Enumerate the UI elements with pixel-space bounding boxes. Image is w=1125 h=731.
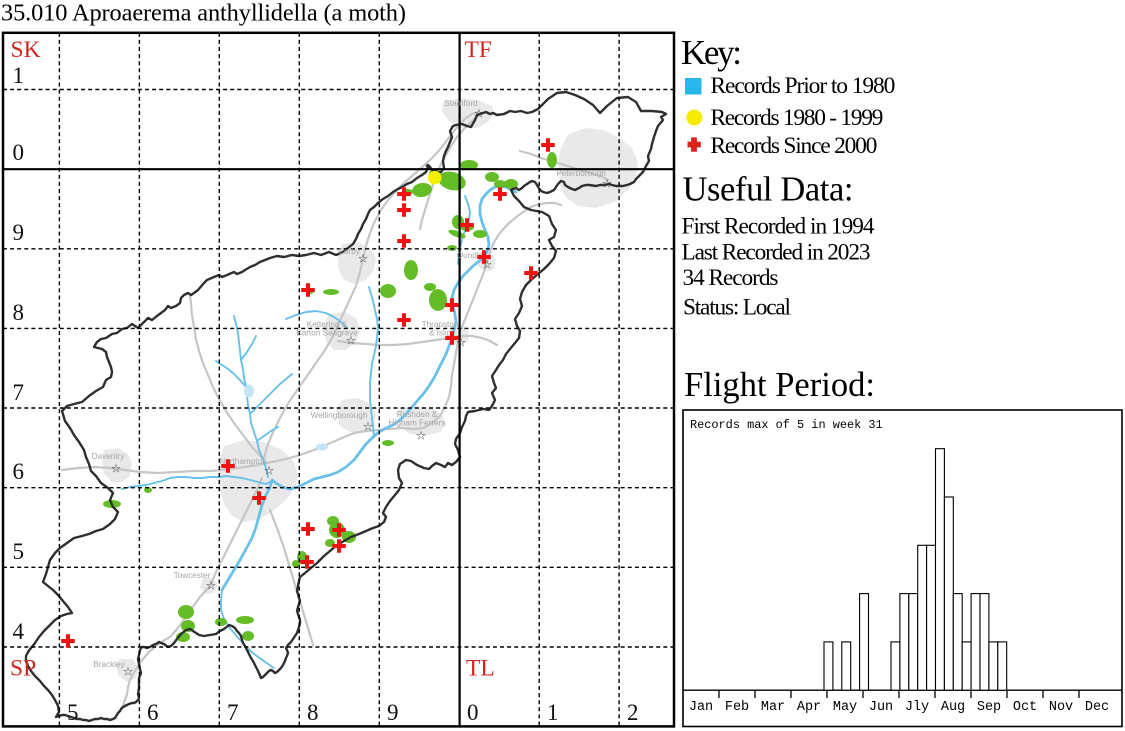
svg-text:☆: ☆ [358, 252, 369, 266]
svg-text:Jun: Jun [869, 700, 893, 715]
svg-text:Higham Ferrers: Higham Ferrers [389, 419, 446, 428]
svg-text:Dec: Dec [1085, 700, 1109, 715]
svg-text:5: 5 [13, 539, 25, 564]
svg-text:0: 0 [467, 700, 479, 725]
svg-text:Rushden &: Rushden & [397, 410, 438, 419]
svg-text:1: 1 [13, 63, 25, 88]
svg-text:Sep: Sep [977, 700, 1001, 715]
svg-text:Thrapston: Thrapston [422, 320, 459, 329]
svg-text:☆: ☆ [111, 462, 122, 476]
svg-text:☆: ☆ [456, 336, 467, 350]
svg-text:TF: TF [465, 37, 492, 63]
svg-text:Corby: Corby [338, 247, 361, 256]
svg-text:TL: TL [466, 656, 495, 682]
svg-text:6: 6 [147, 700, 159, 725]
svg-text:SK: SK [11, 37, 41, 63]
svg-text:First Recorded in 1994: First Recorded in 1994 [682, 214, 875, 240]
svg-text:Status: Local: Status: Local [683, 295, 791, 321]
svg-text:8: 8 [13, 300, 25, 325]
svg-text:8: 8 [307, 700, 319, 725]
svg-text:SP: SP [10, 656, 36, 682]
svg-text:9: 9 [387, 700, 399, 725]
svg-text:2: 2 [627, 700, 639, 725]
svg-text:Kettering &: Kettering & [307, 320, 348, 329]
svg-text:34 Records: 34 Records [683, 265, 779, 291]
svg-text:7: 7 [227, 700, 239, 725]
svg-text:4: 4 [13, 619, 25, 644]
svg-text:☆: ☆ [264, 464, 275, 478]
svg-text:☆: ☆ [416, 429, 427, 443]
svg-text:0: 0 [13, 140, 25, 165]
svg-text:Barton Seagrave: Barton Seagrave [296, 329, 358, 338]
svg-text:Records max of 5 in week 31: Records max of 5 in week 31 [690, 418, 883, 432]
svg-text:& Islip: & Islip [429, 329, 452, 338]
svg-text:Stamford: Stamford [444, 99, 478, 108]
svg-text:Records Prior to 1980: Records Prior to 1980 [710, 73, 895, 99]
svg-text:Northampton: Northampton [219, 457, 267, 466]
svg-text:5: 5 [67, 700, 79, 725]
svg-text:Jan: Jan [689, 700, 713, 715]
svg-text:Wellingborough: Wellingborough [311, 411, 368, 420]
svg-text:Apr: Apr [797, 700, 821, 715]
svg-text:Aug: Aug [941, 700, 965, 715]
svg-text:Last Recorded in 2023: Last Recorded in 2023 [682, 239, 871, 265]
svg-text:Brackley: Brackley [93, 660, 125, 669]
svg-text:May: May [833, 700, 857, 715]
svg-text:☆: ☆ [206, 579, 217, 593]
svg-text:6: 6 [13, 459, 25, 484]
svg-text:Key:: Key: [681, 33, 742, 72]
svg-text:Jly: Jly [905, 700, 929, 715]
svg-text:Flight Period:: Flight Period: [684, 366, 875, 404]
svg-text:1: 1 [547, 700, 559, 725]
svg-text:7: 7 [13, 380, 25, 405]
svg-text:Useful Data:: Useful Data: [683, 171, 854, 209]
svg-text:☆: ☆ [602, 177, 613, 191]
svg-text:Records 1980 - 1999: Records 1980 - 1999 [710, 105, 883, 131]
svg-text:35.010 Aproaerema anthyllidell: 35.010 Aproaerema anthyllidella (a moth) [1, 0, 406, 27]
svg-text:Oundle: Oundle [457, 251, 484, 260]
svg-text:Mar: Mar [761, 700, 785, 715]
svg-text:☆: ☆ [474, 107, 485, 121]
svg-text:9: 9 [13, 220, 25, 245]
svg-text:☆: ☆ [363, 420, 374, 434]
svg-text:Records Since 2000: Records Since 2000 [710, 133, 877, 159]
svg-text:☆: ☆ [123, 665, 134, 679]
svg-text:Peterborough: Peterborough [556, 169, 606, 178]
svg-text:Oct: Oct [1013, 700, 1037, 715]
svg-text:Feb: Feb [725, 700, 749, 715]
svg-text:☆: ☆ [346, 334, 357, 348]
svg-text:Nov: Nov [1049, 700, 1073, 715]
svg-text:☆: ☆ [482, 258, 493, 272]
svg-text:Daventry: Daventry [92, 452, 126, 461]
svg-text:Towcester: Towcester [174, 571, 211, 580]
